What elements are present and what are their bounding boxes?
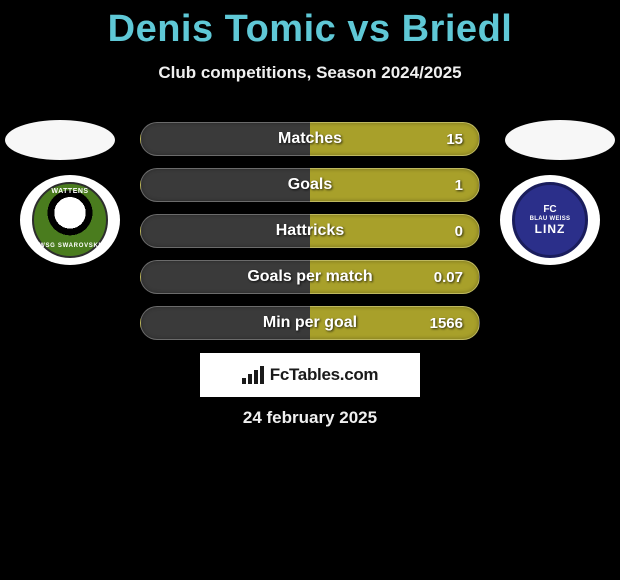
club-badge-right-inner: FC BLAU WEISS LINZ: [512, 182, 588, 258]
site-attribution[interactable]: FcTables.com: [200, 353, 420, 397]
stat-value-right: 1: [455, 177, 463, 194]
club-badge-left-inner: WATTENS WSG SWAROVSKI: [32, 182, 108, 258]
player-right-photo-placeholder: [505, 120, 615, 160]
bars-icon: [242, 366, 264, 384]
stat-pill: Hattricks 0: [140, 214, 480, 248]
club-right-line3: LINZ: [535, 223, 566, 236]
stat-label: Min per goal: [263, 314, 357, 332]
club-left-line2: WSG SWAROVSKI: [39, 243, 101, 250]
date-label: 24 february 2025: [0, 408, 620, 428]
site-name: FcTables.com: [270, 365, 379, 385]
stat-pill: Min per goal 1566: [140, 306, 480, 340]
stat-value-right: 0.07: [434, 269, 463, 286]
club-badge-right: FC BLAU WEISS LINZ: [500, 175, 600, 265]
club-badge-left: WATTENS WSG SWAROVSKI: [20, 175, 120, 265]
club-right-line1: FC: [543, 204, 556, 215]
stat-pill: Goals per match 0.07: [140, 260, 480, 294]
stat-value-right: 0: [455, 223, 463, 240]
stat-pill: Matches 15: [140, 122, 480, 156]
stat-label: Goals: [288, 176, 332, 194]
player-left-photo-placeholder: [5, 120, 115, 160]
subtitle: Club competitions, Season 2024/2025: [0, 63, 620, 83]
club-right-line2: BLAU WEISS: [530, 216, 571, 223]
stat-label: Hattricks: [276, 222, 344, 240]
club-left-line1: WATTENS: [51, 188, 88, 196]
stat-label: Goals per match: [247, 268, 372, 286]
stat-value-right: 15: [446, 131, 463, 148]
stat-label: Matches: [278, 130, 342, 148]
stats-container: Matches 15 Goals 1 Hattricks 0 Goals per match…: [140, 122, 480, 352]
stat-pill: Goals 1: [140, 168, 480, 202]
stat-value-right: 1566: [430, 315, 463, 332]
page-title: Denis Tomic vs Briedl: [0, 0, 620, 51]
